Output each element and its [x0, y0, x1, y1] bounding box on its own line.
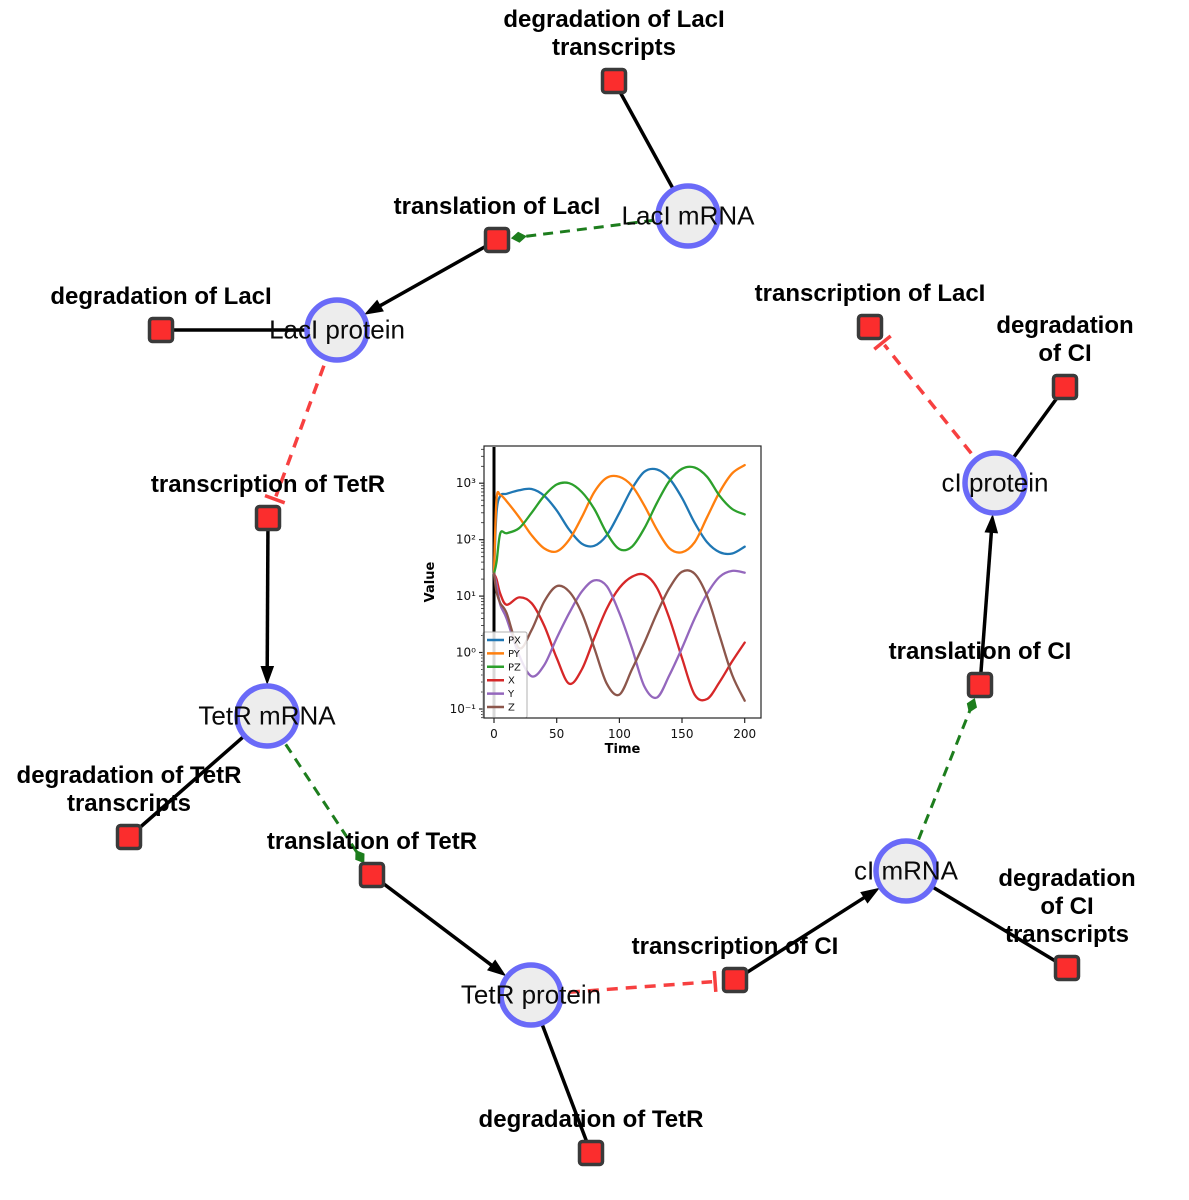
x-tick-label: 50: [549, 727, 564, 741]
edge-cI_mRNA-transl_CI-diamond-head: [966, 698, 977, 713]
edge-LacI_mRNA-transl_LacI: [523, 214, 689, 239]
y-tick-label: 10⁰: [456, 646, 476, 660]
x-tick-label: 100: [608, 727, 631, 741]
species-node-TetR_mRNA[interactable]: [234, 683, 300, 749]
edge-txn_CI-cI_mRNA-arrowhead: [860, 887, 880, 904]
edge-transl_LacI-LacI_protein-arrowhead: [364, 299, 384, 315]
reaction-node-txn_CI[interactable]: [721, 966, 749, 994]
y-tick-label: 10¹: [456, 589, 476, 603]
edge-TetR_mRNA-transl_TetR-diamond-head: [355, 850, 365, 864]
y-tick-label: 10³: [456, 476, 476, 490]
reaction-node-deg_CI[interactable]: [1051, 373, 1079, 401]
legend-label-PX: PX: [508, 636, 521, 647]
reaction-node-deg_TetR_tr[interactable]: [115, 823, 143, 851]
species-node-TetR_protein[interactable]: [498, 962, 564, 1028]
legend-label-Y: Y: [507, 689, 515, 700]
legend-label-Z: Z: [508, 703, 515, 714]
legend-label-PZ: PZ: [508, 662, 521, 673]
edge-LacI_mRNA-transl_LacI-diamond-head: [510, 231, 527, 243]
y-tick-label: 10⁻¹: [450, 702, 477, 716]
edge-LacI_protein-txn_TetR-tbar-head: [264, 493, 286, 505]
reaction-node-txn_LacI[interactable]: [856, 313, 884, 341]
edge-TetR_mRNA-transl_TetR: [265, 715, 359, 854]
reaction-node-deg_LacI_tr[interactable]: [600, 67, 628, 95]
y-axis-label: Value: [423, 561, 438, 602]
species-node-cI_protein[interactable]: [962, 450, 1028, 516]
reaction-node-transl_LacI[interactable]: [483, 226, 511, 254]
series-line-X: [492, 572, 746, 702]
x-tick-label: 200: [733, 727, 756, 741]
edge-txn_TetR-TetR_mRNA: [265, 517, 270, 671]
edge-txn_TetR-TetR_mRNA-arrowhead: [260, 666, 275, 685]
legend-label-PY: PY: [508, 649, 521, 660]
edge-transl_TetR-TetR_protein-arrowhead: [487, 959, 507, 977]
edge-cI_protein-txn_LacI-tbar-head: [873, 334, 892, 351]
reaction-node-transl_CI[interactable]: [966, 671, 994, 699]
x-axis-label: Time: [605, 742, 641, 757]
reaction-node-deg_CI_tr[interactable]: [1053, 954, 1081, 982]
species-node-LacI_protein[interactable]: [304, 297, 370, 363]
y-tick-label: 10²: [456, 533, 476, 547]
x-tick-label: 0: [490, 727, 498, 741]
species-node-cI_mRNA[interactable]: [873, 838, 939, 904]
edge-cI_mRNA-transl_CI: [904, 709, 972, 872]
series-line-PZ: [492, 465, 746, 575]
edge-transl_TetR-TetR_protein: [370, 873, 496, 969]
edge-transl_CI-cI_protein: [978, 528, 994, 686]
reaction-node-transl_TetR[interactable]: [358, 861, 386, 889]
species-node-LacI_mRNA[interactable]: [655, 183, 721, 249]
reaction-node-txn_TetR[interactable]: [254, 504, 282, 532]
edge-txn_CI-cI_mRNA: [734, 894, 869, 982]
edge-TetR_protein-txn_CI-tbar-head: [712, 970, 718, 993]
x-tick-label: 150: [671, 727, 694, 741]
edge-transl_LacI-LacI_protein: [376, 238, 498, 309]
reaction-node-deg_TetR[interactable]: [577, 1139, 605, 1167]
legend-label-X: X: [508, 676, 515, 687]
series-line-PY: [492, 463, 746, 575]
axes-frame: [483, 445, 762, 719]
edge-transl_CI-cI_protein-arrowhead: [984, 513, 999, 534]
reaction-node-deg_LacI[interactable]: [147, 316, 175, 344]
simulation-chart: 0 50 100 150 200 10⁻¹ 10⁰ 10¹ 10² 10³ Time Value PX P…: [423, 445, 762, 757]
